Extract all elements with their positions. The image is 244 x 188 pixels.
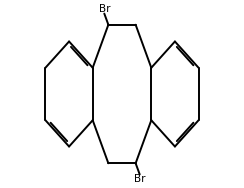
Text: Br: Br	[99, 4, 110, 14]
Text: Br: Br	[134, 174, 145, 184]
